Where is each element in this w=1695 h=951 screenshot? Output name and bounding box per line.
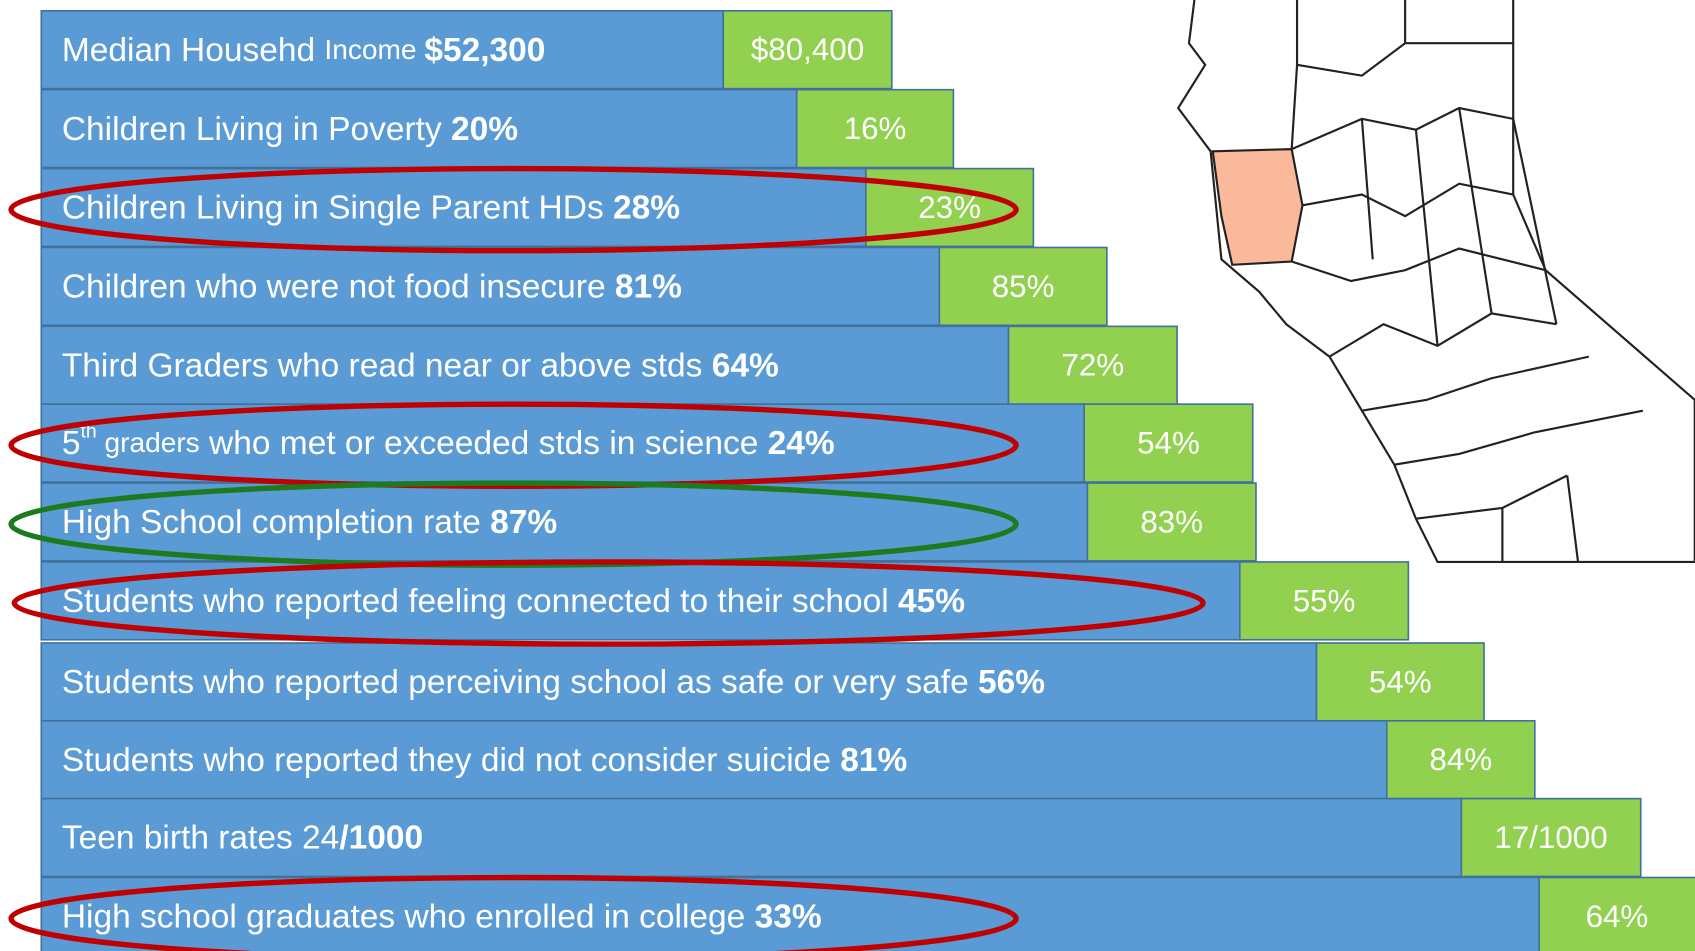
row-label: Third Graders who read near or above std… — [62, 347, 779, 384]
label-part: 20% — [451, 111, 518, 148]
label-part: 45% — [898, 583, 965, 620]
comparison-box — [1460, 797, 1642, 878]
comparison-value: 85% — [992, 269, 1055, 304]
comparison-box — [1007, 325, 1178, 405]
highlight-ellipse — [11, 559, 1206, 647]
label-part: Students who reported feeling connected … — [62, 583, 898, 620]
label-part: High School completion rate — [62, 504, 490, 541]
comparison-value: 64% — [1586, 899, 1649, 934]
row-label: Students who reported feeling connected … — [62, 583, 965, 620]
comparison-value: 83% — [1140, 504, 1203, 539]
label-part: Children who were not food insecure — [62, 268, 615, 305]
label-part: 33% — [755, 898, 822, 935]
row-label: Students who reported perceiving school … — [62, 664, 1045, 701]
comparison-box — [1315, 642, 1485, 722]
comparison-value: 55% — [1293, 583, 1356, 618]
row-label: 5th graders who met or exceeded stds in … — [62, 420, 835, 462]
row-bar — [40, 720, 1388, 800]
row-label: High School completion rate 87% — [62, 504, 557, 541]
label-part: 64% — [712, 347, 779, 384]
highlight-ellipse — [8, 401, 1019, 490]
comparison-box — [1385, 720, 1536, 800]
row-bar — [40, 246, 941, 327]
comparison-box — [1086, 482, 1257, 562]
label-part: Students who reported they did not consi… — [62, 742, 840, 779]
label-part: 56% — [978, 664, 1045, 701]
row-bar — [40, 642, 1318, 722]
row-label: Students who reported they did not consi… — [62, 742, 907, 779]
highlight-ellipse — [8, 165, 1019, 254]
label-part: who met or exceeded stds in science — [200, 425, 768, 462]
comparison-box — [795, 88, 955, 169]
label-part: 81% — [840, 742, 907, 779]
label-part: $52,300 — [424, 32, 545, 69]
label-part: 28% — [613, 189, 680, 226]
row-bar — [40, 9, 725, 90]
label-part: graders — [97, 428, 200, 459]
comparison-value: 17/1000 — [1494, 820, 1607, 855]
row-label: Teen birth rates 24/1000 — [62, 820, 423, 857]
row-label: Children Living in Single Parent HDs 28% — [62, 189, 680, 226]
comparison-box — [938, 246, 1108, 327]
label-part: Teen birth rates 24 — [62, 820, 339, 857]
comparison-value: $80,400 — [751, 32, 864, 67]
comparison-box — [1538, 876, 1695, 951]
row-label: Children Living in Poverty 20% — [62, 111, 518, 148]
highlight-ellipse — [8, 874, 1019, 951]
row-bar — [40, 876, 1540, 951]
row-bar — [40, 325, 1010, 405]
label-part: 5 — [62, 425, 81, 462]
comparison-box — [1238, 561, 1410, 641]
label-part: 24% — [768, 425, 835, 462]
highlight-ellipse — [8, 480, 1019, 568]
row-label: Median Househd Income $52,300 — [62, 32, 546, 69]
comparison-value: 16% — [844, 111, 907, 146]
comparison-box — [1083, 403, 1254, 483]
comparison-value: 23% — [918, 190, 981, 225]
row-label: High school graduates who enrolled in co… — [62, 898, 822, 935]
row-label: Children who were not food insecure 81% — [62, 268, 682, 305]
comparison-box — [722, 9, 893, 90]
label-part: Children Living in Poverty — [62, 111, 451, 148]
comparison-value: 54% — [1137, 426, 1200, 461]
label-part: /1000 — [339, 820, 423, 857]
county-map — [1176, 0, 1695, 564]
label-part: Students who reported perceiving school … — [62, 664, 978, 701]
label-part: Third Graders who read near or above std… — [62, 347, 712, 384]
label-part: 87% — [490, 504, 557, 541]
label-part: 81% — [615, 268, 682, 305]
label-part: Income — [324, 34, 424, 65]
label-part: Median Househd — [62, 32, 325, 69]
label-part: High school graduates who enrolled in co… — [62, 898, 755, 935]
comparison-value: 84% — [1429, 742, 1492, 777]
comparison-value: 54% — [1369, 664, 1432, 699]
comparison-value: 72% — [1061, 348, 1124, 383]
row-bar — [40, 88, 798, 169]
label-part: Children Living in Single Parent HDs — [62, 189, 613, 226]
